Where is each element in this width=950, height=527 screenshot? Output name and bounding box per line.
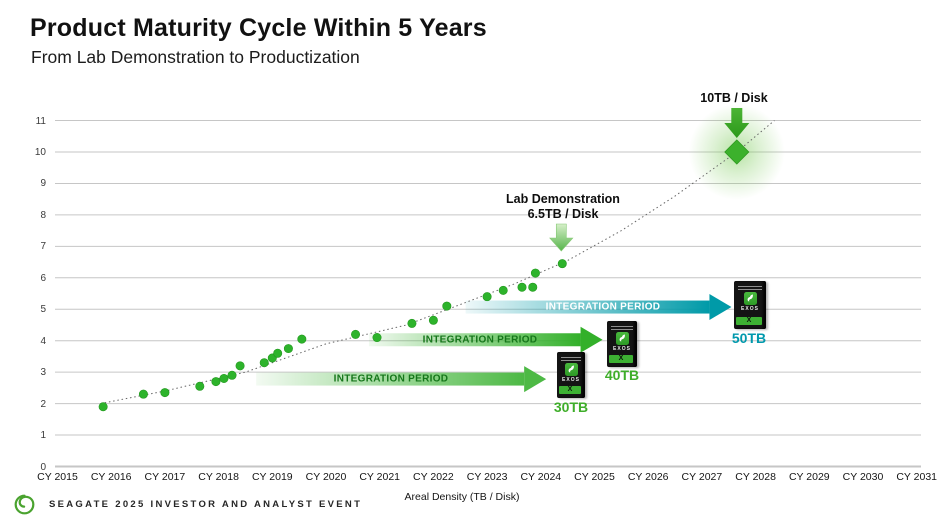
- hdd-image-50tb: EXOS X: [734, 281, 766, 329]
- hdd-brand-text: EXOS: [562, 377, 580, 383]
- scatter-point: [407, 318, 417, 328]
- scatter-point: [498, 285, 508, 295]
- scatter-point: [195, 381, 205, 391]
- y-tick-label: 5: [40, 304, 46, 316]
- y-tick-label: 6: [40, 272, 46, 284]
- scatter-point: [372, 333, 382, 343]
- exos-dragon-icon: [743, 292, 757, 305]
- scatter-point: [259, 358, 269, 368]
- scatter-point: [297, 334, 307, 344]
- x-tick-label: CY 2016: [90, 471, 132, 483]
- hdd-top-label: [557, 352, 585, 361]
- scatter-point: [98, 402, 108, 412]
- x-tick-label: CY 2023: [466, 471, 508, 483]
- integration-period-label-40tb: INTEGRATION PERIOD: [422, 334, 538, 346]
- scatter-point: [138, 389, 148, 399]
- hdd-series-band: X: [609, 355, 633, 363]
- x-tick-label: CY 2027: [681, 471, 723, 483]
- hdd-image-30tb: EXOS X: [557, 352, 585, 398]
- y-tick-label: 7: [40, 241, 46, 253]
- y-tick-label: 3: [40, 367, 46, 379]
- target-annotation: 10TB / Disk: [700, 91, 768, 105]
- lab-demo-arrow-icon: [549, 223, 574, 252]
- hdd-series-band: X: [559, 386, 581, 394]
- integration-arrow-head: [524, 366, 547, 393]
- footer-event-label: SEAGATE 2025 INVESTOR AND ANALYST EVENT: [49, 499, 363, 510]
- page-title: Product Maturity Cycle Within 5 Years: [30, 14, 487, 42]
- scatter-point: [428, 315, 438, 325]
- x-tick-label: CY 2019: [251, 471, 293, 483]
- lab-demo-annotation: Lab Demonstration 6.5TB / Disk: [506, 192, 620, 222]
- seagate-logo: [14, 494, 35, 515]
- hdd-image-40tb: EXOS X: [607, 321, 637, 367]
- x-tick-label: CY 2015: [37, 471, 78, 483]
- target-diamond-marker: [724, 139, 750, 165]
- integration-arrow-body: [256, 372, 525, 386]
- exos-dragon-icon: [564, 363, 578, 376]
- page-subtitle: From Lab Demonstration to Productization: [31, 47, 360, 67]
- drive-capacity-label-40tb: 40TB: [604, 367, 640, 383]
- y-tick-label: 11: [35, 115, 46, 127]
- x-tick-label: CY 2024: [520, 471, 562, 483]
- y-tick-label: 9: [40, 178, 46, 190]
- x-tick-label: CY 2018: [198, 471, 239, 483]
- y-tick-label: 8: [40, 209, 46, 221]
- lab-demo-line2: 6.5TB / Disk: [527, 207, 599, 221]
- scatter-point: [211, 377, 221, 387]
- scatter-point: [557, 259, 567, 269]
- footer: SEAGATE 2025 INVESTOR AND ANALYST EVENT: [13, 493, 362, 516]
- x-tick-label: CY 2022: [413, 471, 454, 483]
- drive-capacity-label-50tb: 50TB: [731, 330, 767, 346]
- integration-period-label-30tb: INTEGRATION PERIOD: [333, 373, 449, 385]
- x-tick-label: CY 2020: [305, 471, 347, 483]
- x-tick-label: CY 2017: [144, 471, 186, 483]
- x-tick-label: CY 2021: [359, 471, 401, 483]
- hdd-series-band: X: [736, 317, 762, 325]
- y-tick-label: 4: [40, 335, 46, 347]
- x-tick-label: CY 2030: [842, 471, 884, 483]
- scatter-point: [219, 373, 229, 383]
- exos-dragon-icon: [615, 332, 629, 345]
- x-axis-caption: Areal Density (TB / Disk): [404, 491, 520, 503]
- hdd-brand-text: EXOS: [613, 346, 631, 352]
- integration-arrow-body: [368, 333, 581, 347]
- trendline: [100, 120, 775, 405]
- scatter-point: [482, 292, 492, 302]
- target-arrow-icon: [724, 108, 750, 138]
- y-tick-label: 0: [40, 461, 46, 473]
- integration-arrow-head: [709, 294, 732, 321]
- hdd-top-label: [734, 281, 766, 290]
- x-tick-label: CY 2025: [574, 471, 615, 483]
- integration-arrow-head: [580, 326, 603, 353]
- x-tick-label: CY 2031: [896, 471, 938, 483]
- scatter-point: [160, 388, 170, 398]
- integration-arrow-body: [465, 300, 710, 314]
- drive-capacity-label-30tb: 30TB: [553, 399, 589, 415]
- y-tick-label: 1: [40, 430, 46, 442]
- hdd-brand-text: EXOS: [741, 306, 759, 312]
- scatter-point: [235, 361, 245, 371]
- y-tick-label: 2: [40, 398, 46, 410]
- integration-period-label-50tb: INTEGRATION PERIOD: [545, 301, 661, 313]
- scatter-point: [442, 301, 452, 311]
- hdd-top-label: [607, 321, 637, 330]
- lab-demo-line1: Lab Demonstration: [506, 192, 620, 206]
- x-tick-label: CY 2029: [788, 471, 830, 483]
- scatter-point: [528, 282, 538, 292]
- scatter-point: [283, 344, 293, 354]
- x-tick-label: CY 2026: [627, 471, 669, 483]
- scatter-point: [227, 370, 237, 380]
- scatter-point: [351, 329, 361, 339]
- y-tick-label: 10: [34, 147, 46, 158]
- scatter-point: [517, 282, 527, 292]
- scatter-point: [530, 268, 540, 278]
- scatter-point: [273, 348, 283, 358]
- x-tick-label: CY 2028: [735, 471, 776, 483]
